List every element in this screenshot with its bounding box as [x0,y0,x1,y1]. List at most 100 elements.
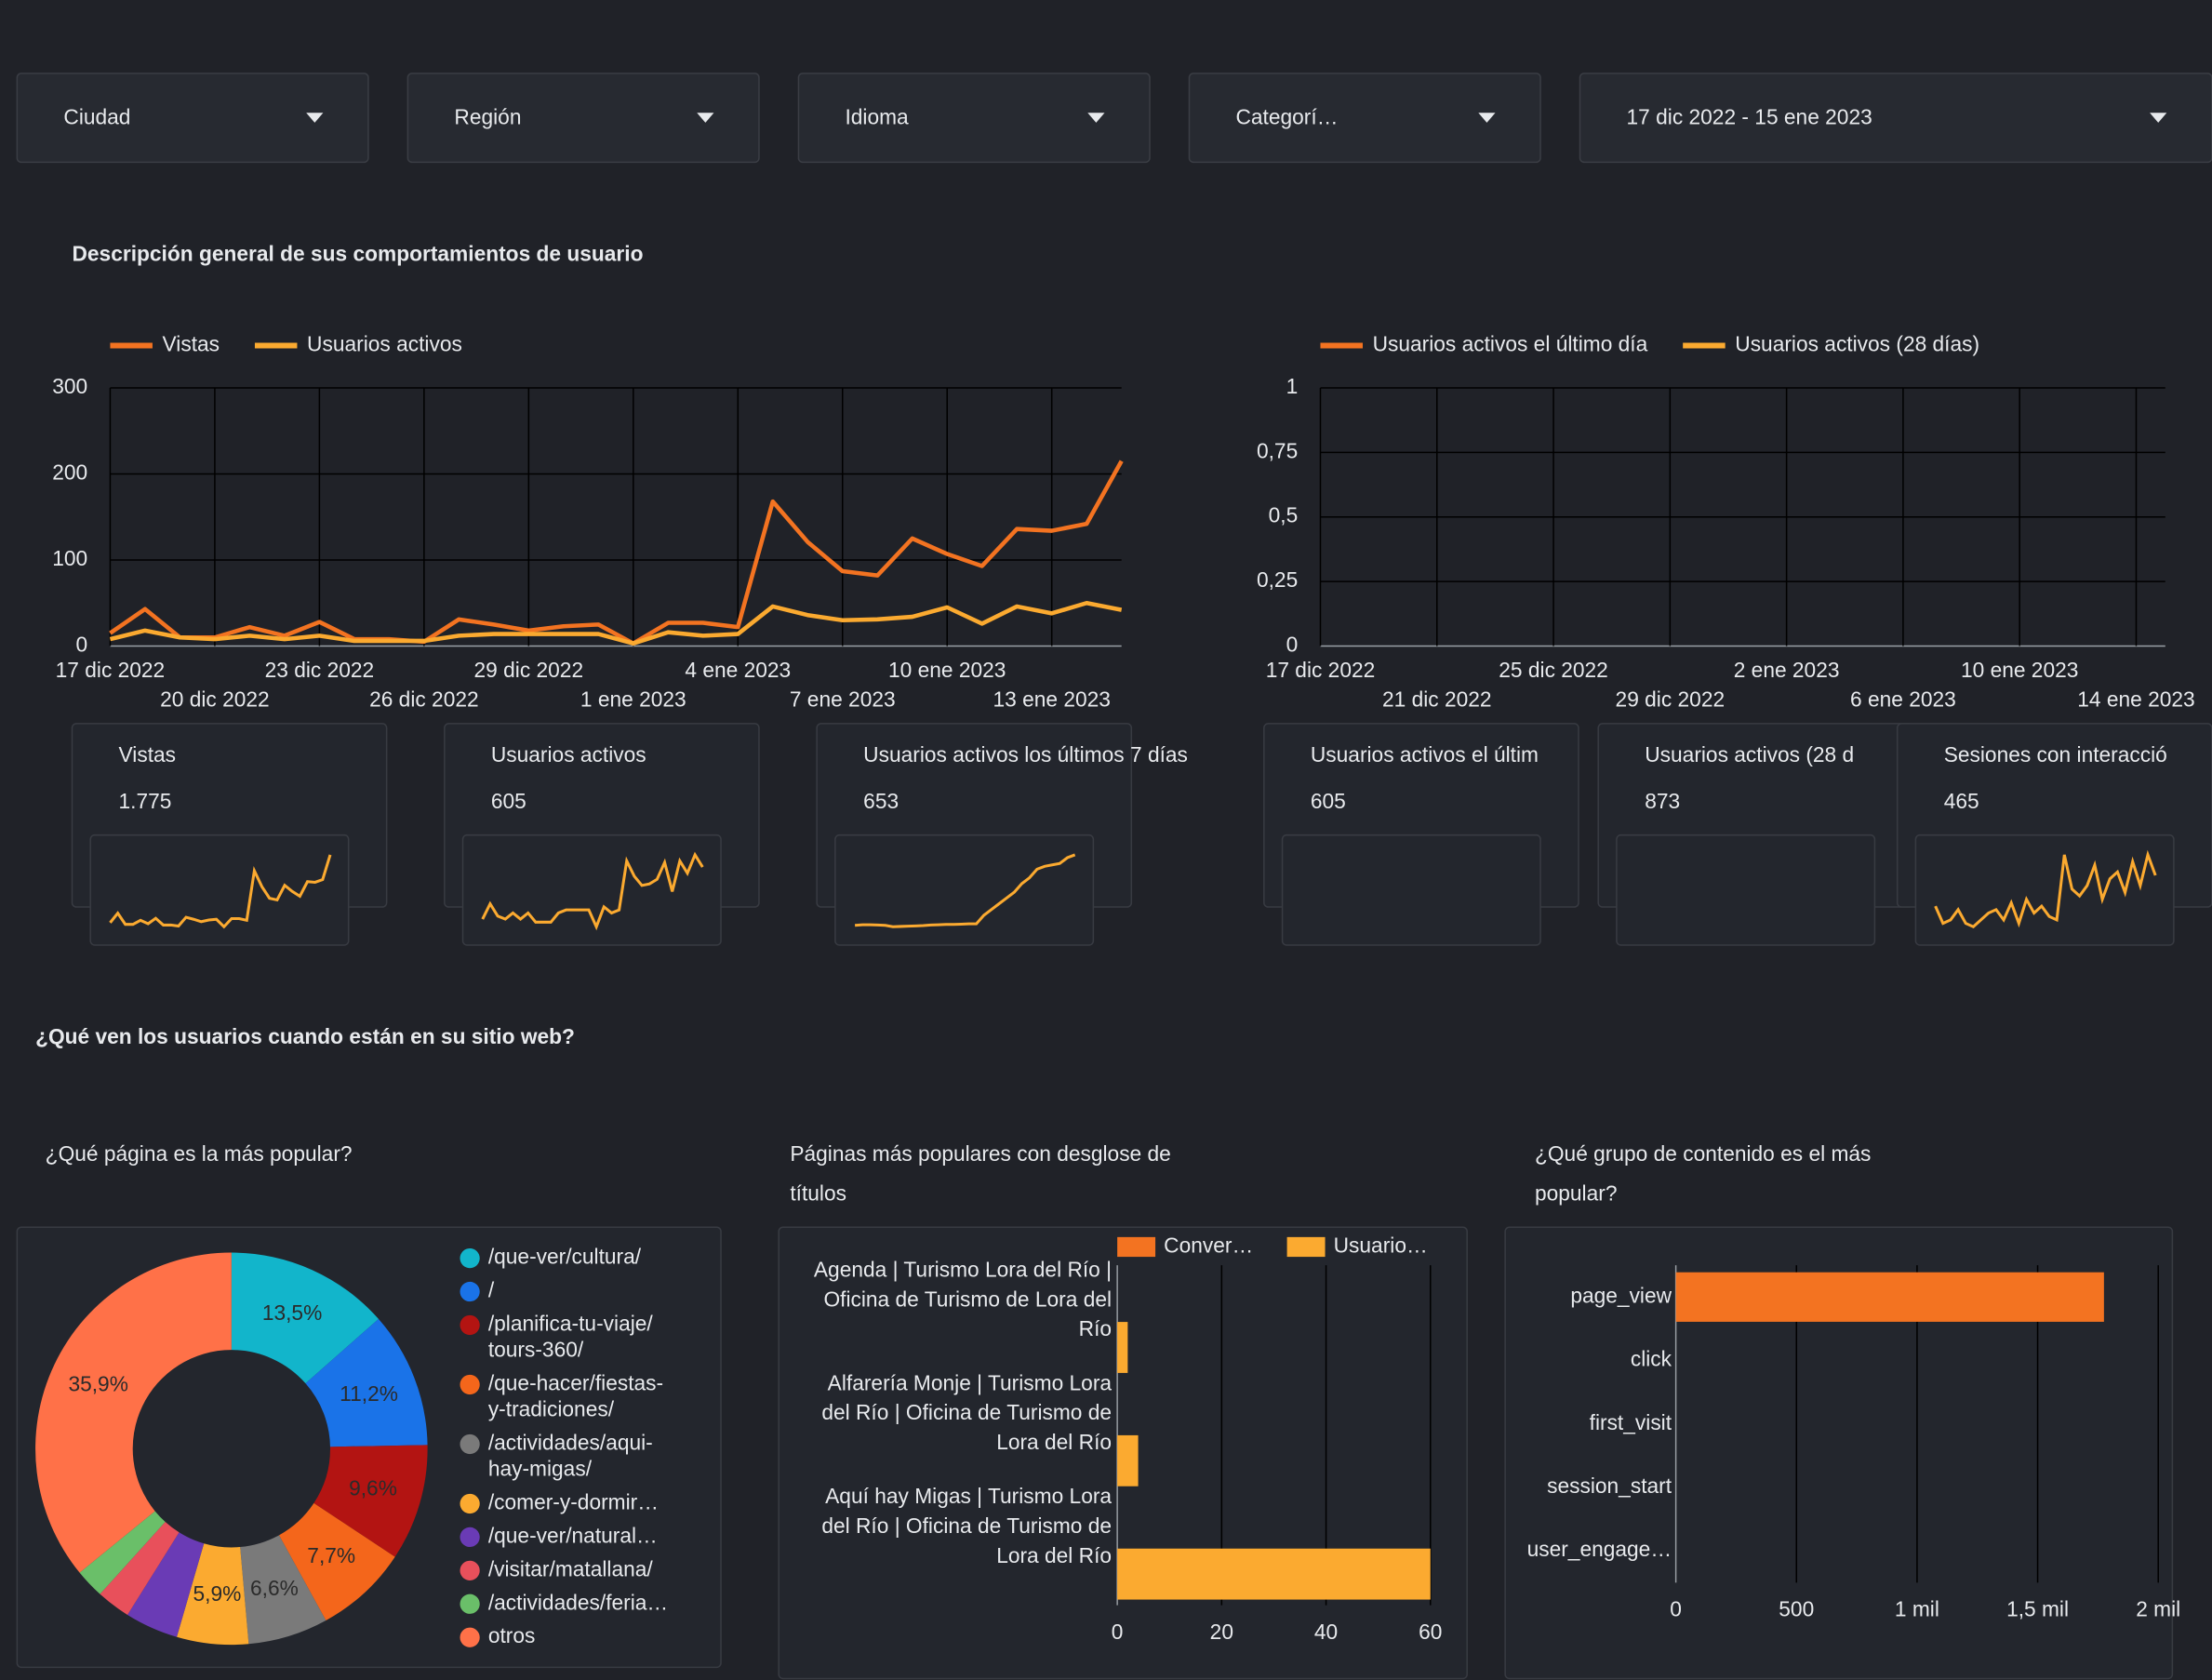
legend-swatch [460,1593,480,1614]
x-tick-label: 29 dic 2022 [474,658,584,682]
slice-label: 35,9% [68,1371,127,1395]
y-tick-label: 200 [52,460,87,485]
x-tick-label: 40 [1314,1620,1338,1644]
section-title: ¿Qué ven los usuarios cuando están en su… [35,1024,575,1048]
pie-slice [79,1511,166,1594]
filter-label: Ciudad [63,104,130,128]
chart-title: Páginas más populares con desglose de tít… [790,1141,1170,1205]
sparkline-box [834,833,1095,946]
scorecard-value: 1.775 [119,789,172,813]
y-tick-label: 0,75 [1257,438,1298,462]
pie-slice [35,1252,232,1573]
sparkline [109,854,332,929]
x-tick-label: 10 ene 2023 [888,658,1006,682]
x-tick-label: 17 dic 2022 [56,658,166,682]
x-tick-label: 7 ene 2023 [790,687,896,712]
y-tick-label: Agenda | Turismo Lora del Río | Oficina d… [814,1258,1112,1341]
scorecard-label: Usuarios activos los últimos 7 días [863,742,1188,767]
text-line: Alfarería Monje | Turismo Lora [828,1370,1113,1394]
slice-label: 6,6% [250,1576,299,1600]
chart-panel [1504,1226,2174,1680]
scorecard-label: Usuarios activos [491,742,646,767]
chart-title: ¿Qué grupo de contenido es el más popular… [1535,1141,1871,1205]
scorecard-value: 605 [1311,789,1346,813]
sparkline-box [1914,833,2175,946]
scorecard-value: 605 [491,789,526,813]
sparkline-box [89,833,350,946]
legend-label: /actividades/aqui-hay-migas/ [488,1430,653,1480]
filter-dropdown[interactable] [16,73,369,164]
legend-label: /planifica-tu-viaje/tours-360/ [488,1311,654,1361]
x-tick-label: 500 [1779,1597,1814,1621]
x-tick-label: 4 ene 2023 [685,658,791,682]
text-line: first_visit [1590,1410,1672,1434]
x-tick-label: 0 [1670,1597,1682,1621]
x-tick-label: 1 mil [1895,1597,1939,1621]
text-line: user_engage… [1527,1537,1672,1561]
text-line: page_view [1570,1283,1672,1307]
text-line: Agenda | Turismo Lora del Río | [814,1258,1112,1282]
legend-label: /que-ver/cultura/ [488,1245,642,1269]
scorecard-label: Sesiones con interacció [1944,742,2167,767]
sparkline [1934,849,2157,929]
legend-label: Vistas [163,332,220,356]
text-line: popular? [1535,1180,1617,1205]
legend-label: otros [488,1623,536,1647]
legend-swatch [460,1374,480,1395]
y-tick-label: session_start [1547,1473,1672,1498]
dropdown-arrow [1087,113,1105,123]
x-tick-label: 23 dic 2022 [265,658,375,682]
legend-label: /que-hacer/fiestas-y-tradiciones/ [488,1370,663,1420]
scorecard-label: Usuarios activos (28 d [1645,742,1854,767]
dropdown-arrow [306,113,324,123]
text-line: /visitar/matallana/ [488,1556,654,1580]
y-tick-label: user_engage… [1527,1537,1672,1561]
text-line: y-tradiciones/ [488,1397,615,1421]
text-line: Lora del Río [996,1430,1112,1454]
x-tick-label: 29 dic 2022 [1616,687,1726,712]
sparkline-box [1616,833,1876,946]
x-tick-label: 13 ene 2023 [993,687,1110,712]
pie-slice [177,1543,249,1646]
text-line: del Río | Oficina de Turismo de [821,1513,1112,1538]
filter-dropdown[interactable] [406,73,760,164]
x-tick-label: 14 ene 2023 [2077,687,2194,712]
text-line: session_start [1547,1473,1672,1498]
scorecard-value: 465 [1944,789,1979,813]
text-line: /que-hacer/fiestas- [488,1370,663,1394]
text-line: /que-ver/natural… [488,1523,658,1547]
filter-dropdown[interactable] [1188,73,1541,164]
pie-slice [127,1532,205,1637]
filter-label: Región [454,104,521,128]
y-tick-label: Alfarería Monje | Turismo Lora del Río | … [821,1370,1112,1454]
legend-swatch [460,1281,480,1302]
x-tick-label: 6 ene 2023 [1850,687,1956,712]
pie-slice [305,1318,428,1447]
x-tick-label: 1,5 mil [2006,1597,2069,1621]
sparkline [854,853,1076,928]
legend-label: Usuario… [1334,1233,1428,1257]
section-title: Descripción general de sus comportamient… [72,241,643,265]
y-tick-label: 0,25 [1257,567,1298,592]
x-tick-label: 10 ene 2023 [1961,658,2078,682]
x-tick-label: 2 mil [2136,1597,2180,1621]
legend-label: Usuarios activos el último día [1373,332,1648,356]
text-line: Río [1079,1316,1112,1340]
y-tick-label: Aquí hay Migas | Turismo Lora del Río | O… [821,1484,1112,1567]
x-tick-label: 60 [1419,1620,1442,1644]
filter-label: Idioma [845,104,909,128]
filter-dropdown[interactable] [797,73,1151,164]
legend-label: /actividades/feria… [488,1590,668,1614]
series-line [109,460,1124,646]
y-tick-label: 100 [52,546,87,570]
text-line: Oficina de Turismo de Lora del [823,1287,1112,1311]
bar [1675,1272,2104,1322]
x-tick-label: 17 dic 2022 [1266,658,1376,682]
legend-label: Usuarios activos (28 días) [1735,332,1979,356]
text-line: títulos [790,1180,846,1205]
y-tick-label: 0 [76,632,88,656]
pie-slice [278,1502,395,1621]
legend-label: Conver… [1164,1233,1253,1257]
